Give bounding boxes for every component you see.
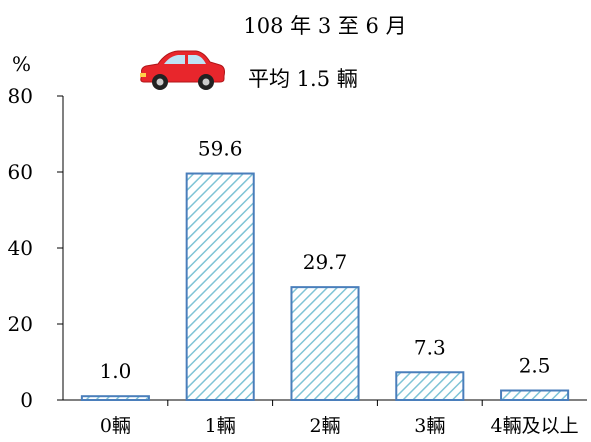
chart-title: 108 年 3 至 6 月 xyxy=(243,14,406,38)
y-tick-label: 80 xyxy=(8,84,33,108)
y-tick-label: 20 xyxy=(8,312,33,336)
bars xyxy=(80,172,570,402)
car-icon xyxy=(140,50,225,90)
y-tick-label: 60 xyxy=(8,160,33,184)
y-tick-label: 0 xyxy=(20,388,33,412)
bar xyxy=(290,286,360,402)
category-label: 0輛 xyxy=(100,415,131,437)
y-ticks: 0 20 40 60 80 xyxy=(8,84,63,412)
y-tick-label: 40 xyxy=(8,236,33,260)
category-label: 2輛 xyxy=(309,415,340,437)
data-label: 2.5 xyxy=(519,354,551,378)
data-label: 1.0 xyxy=(99,359,131,383)
bar xyxy=(395,371,465,402)
category-label: 3輛 xyxy=(414,415,445,437)
chart-annotation: 平均 1.5 輛 xyxy=(248,67,358,91)
value-labels: 1.0 59.6 29.7 7.3 2.5 xyxy=(99,137,550,384)
bar xyxy=(185,172,255,401)
data-label: 59.6 xyxy=(198,137,243,161)
category-label: 1輛 xyxy=(205,415,236,437)
data-label: 7.3 xyxy=(414,335,446,359)
category-label: 4輛及以上 xyxy=(491,415,579,437)
category-labels: 0輛 1輛 2輛 3輛 4輛及以上 xyxy=(100,415,579,437)
data-label: 29.7 xyxy=(303,250,348,274)
y-axis-label: % xyxy=(12,52,31,76)
bar xyxy=(500,389,570,401)
bar xyxy=(80,395,150,402)
